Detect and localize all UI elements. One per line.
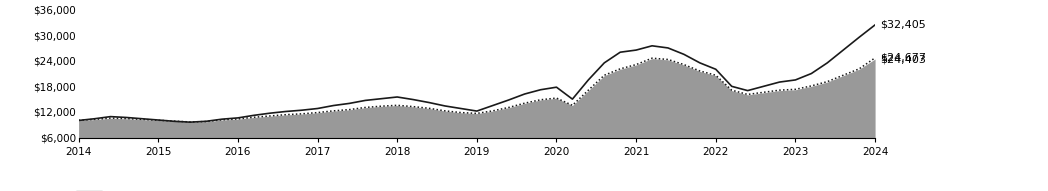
Text: $24,677: $24,677: [880, 53, 926, 63]
Text: $24,403: $24,403: [880, 54, 926, 64]
Text: $32,405: $32,405: [880, 20, 926, 30]
